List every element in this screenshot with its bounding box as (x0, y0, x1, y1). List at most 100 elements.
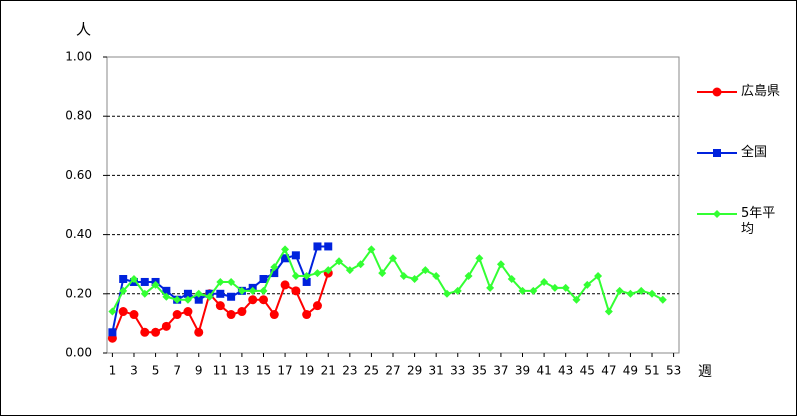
x-tick-label: 27 (385, 364, 400, 378)
marker (281, 254, 290, 263)
marker (183, 295, 192, 304)
marker (258, 295, 268, 305)
x-tick-label: 15 (256, 364, 271, 378)
marker (312, 301, 322, 311)
marker (291, 272, 300, 281)
marker (108, 328, 117, 337)
marker (119, 275, 128, 283)
y-tick-label: 0.20 (65, 286, 92, 300)
marker (442, 289, 451, 298)
marker (129, 310, 139, 320)
marker (216, 277, 225, 286)
marker (259, 286, 268, 295)
marker (518, 286, 527, 295)
marker (475, 254, 484, 263)
marker (626, 289, 635, 298)
marker (583, 280, 592, 289)
marker (432, 272, 441, 281)
marker (313, 269, 322, 278)
marker (140, 289, 149, 298)
marker (410, 275, 419, 283)
marker (216, 289, 225, 298)
x-tick-label: 19 (299, 364, 314, 378)
marker (345, 266, 354, 275)
marker (227, 292, 236, 301)
y-tick-label: 0.00 (65, 346, 92, 360)
marker (713, 210, 721, 218)
marker (486, 283, 495, 292)
marker (540, 277, 549, 286)
x-tick-label: 41 (536, 364, 551, 378)
plot-area (106, 56, 680, 354)
marker (658, 295, 667, 304)
legend-item: 広島県 (697, 84, 783, 100)
series-line (111, 247, 664, 315)
marker (270, 263, 279, 272)
marker (464, 272, 473, 281)
marker (162, 286, 171, 295)
marker (389, 254, 397, 263)
marker (227, 277, 236, 286)
x-tick-label: 45 (580, 364, 595, 378)
marker (550, 283, 559, 292)
y-axis-label: 人 (76, 21, 91, 39)
marker (248, 295, 258, 305)
x-tick-label: 29 (407, 364, 422, 378)
x-tick-label: 51 (644, 364, 659, 378)
marker (421, 266, 430, 275)
marker (162, 292, 171, 301)
x-tick-label: 53 (666, 364, 681, 378)
marker (561, 283, 570, 292)
marker (529, 286, 538, 295)
x-tick-label: 25 (364, 364, 379, 378)
marker (594, 272, 603, 281)
x-tick-label: 1 (109, 364, 117, 378)
legend-swatch (697, 210, 737, 218)
marker (259, 275, 268, 283)
marker (280, 280, 290, 290)
legend-label: 5年平均 (741, 206, 776, 237)
marker (648, 289, 657, 298)
marker (129, 275, 138, 283)
marker (302, 272, 311, 281)
x-tick-label: 35 (472, 364, 487, 378)
marker (183, 307, 193, 317)
marker (291, 286, 301, 296)
marker (118, 307, 128, 317)
x-tick-label: 47 (601, 364, 616, 378)
marker (712, 87, 722, 97)
marker (302, 310, 312, 320)
marker (269, 310, 279, 320)
x-tick-label: 33 (450, 364, 465, 378)
marker (324, 266, 333, 275)
x-axis-label: 週 (698, 364, 712, 380)
x-tick-label: 31 (429, 364, 444, 378)
x-tick-label: 23 (342, 364, 357, 378)
marker (615, 286, 624, 295)
marker (270, 269, 279, 278)
marker (313, 242, 322, 251)
x-tick-label: 37 (493, 364, 508, 378)
marker (194, 289, 203, 298)
marker (291, 251, 300, 260)
marker (378, 269, 387, 278)
marker (453, 286, 462, 295)
marker (637, 286, 646, 295)
marker (248, 286, 257, 295)
x-tick-label: 5 (152, 364, 160, 378)
x-tick-label: 3 (130, 364, 138, 378)
marker (496, 260, 505, 269)
y-tick-label: 1.00 (65, 50, 92, 64)
marker (151, 327, 161, 337)
legend-swatch (697, 149, 737, 157)
x-tick-label: 17 (277, 364, 292, 378)
y-tick-label: 0.80 (65, 109, 92, 123)
legend-item: 5年平均 (697, 206, 783, 238)
y-tick-label: 0.60 (65, 168, 92, 182)
marker (604, 307, 613, 316)
marker (572, 295, 581, 304)
marker (183, 289, 192, 298)
legend-swatch (697, 87, 737, 97)
legend-item: 全国 (697, 145, 783, 161)
